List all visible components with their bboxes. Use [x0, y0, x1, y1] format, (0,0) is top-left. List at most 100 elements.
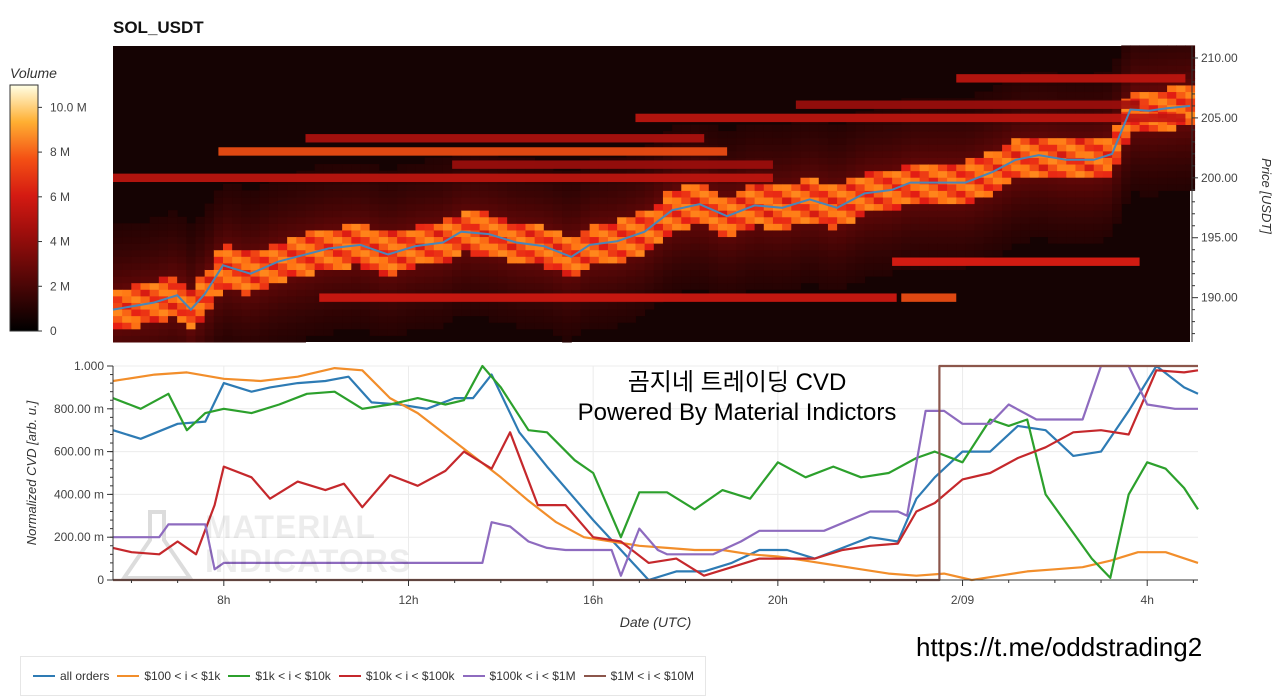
heatmap-cell: [149, 243, 160, 251]
heatmap-cell: [882, 137, 893, 145]
heatmap-cell: [1002, 157, 1012, 165]
heatmap-cell: [1084, 131, 1095, 139]
heatmap-cell: [351, 223, 361, 231]
heatmap-cell: [1112, 203, 1122, 211]
heatmap-cell: [947, 190, 957, 198]
heatmap-cell: [1020, 236, 1031, 244]
heatmap-cell: [268, 216, 279, 224]
heatmap-cell: [772, 262, 783, 270]
cvd-plot-area: [113, 366, 1198, 580]
heatmap-cell: [543, 203, 554, 211]
heatmap-cell: [800, 137, 811, 145]
heatmap-cell: [589, 190, 600, 198]
heatmap-cell: [534, 302, 545, 310]
heatmap-cell: [342, 262, 352, 270]
heatmap-cell: [497, 315, 508, 323]
heatmap-cell: [167, 269, 178, 277]
heatmap-cell: [1176, 183, 1186, 191]
heatmap-cell: [332, 183, 343, 191]
heatmap-cell: [892, 124, 902, 132]
legend-item[interactable]: $1k < i < $10k: [228, 669, 331, 683]
heatmap-cell: [488, 262, 499, 270]
heatmap-cell: [1157, 144, 1168, 152]
heatmap-cell: [928, 164, 939, 172]
heatmap-cell: [837, 164, 847, 172]
heatmap-cell: [580, 249, 591, 257]
heatmap-cell: [140, 223, 151, 231]
heatmap-cell: [1066, 84, 1076, 93]
heatmap-cell: [846, 249, 856, 257]
heatmap-cell: [131, 322, 141, 330]
heatmap-cell: [314, 256, 325, 264]
heatmap-cell: [1084, 137, 1095, 145]
legend-item[interactable]: $100k < i < $1M: [462, 669, 576, 683]
heatmap-cell: [983, 216, 994, 224]
heatmap-cell: [1148, 91, 1159, 99]
heatmap-cell: [763, 282, 774, 290]
legend-item[interactable]: $100 < i < $1k: [117, 669, 220, 683]
heatmap-cell: [928, 150, 939, 158]
heatmap-cell: [791, 131, 801, 139]
material-logo-line-2: INDICATORS: [205, 543, 412, 579]
heatmap-cell: [488, 183, 499, 191]
heatmap-cell: [213, 295, 224, 303]
heatmap-cell: [360, 223, 371, 231]
heatmap-cell: [1093, 131, 1104, 139]
heatmap-cell: [617, 196, 627, 205]
heatmap-cell: [232, 328, 242, 336]
heatmap-cell: [992, 210, 1003, 218]
heatmap-cell: [910, 203, 921, 211]
heatmap-cell: [809, 236, 820, 244]
heatmap-cell: [727, 150, 737, 158]
heatmap-cell: [140, 256, 151, 264]
heatmap-cell: [351, 164, 361, 172]
heatmap-cell: [873, 269, 884, 277]
heatmap-cell: [626, 216, 636, 224]
heatmap-cell: [552, 282, 563, 290]
heatmap-cell: [580, 289, 591, 297]
heatmap-cell: [947, 236, 957, 244]
heatmap-cell: [222, 216, 233, 224]
heatmap-cell: [1029, 137, 1040, 145]
legend-item[interactable]: all orders: [33, 669, 109, 683]
heatmap-cell: [580, 183, 591, 191]
heatmap-cell: [662, 262, 673, 270]
heatmap-cell: [607, 203, 618, 211]
heatmap-cell: [837, 276, 847, 284]
heatmap-cell: [598, 276, 609, 284]
heatmap-cell: [1066, 203, 1076, 211]
heatmap-cell: [195, 236, 206, 244]
heatmap-cell: [149, 262, 160, 270]
heatmap-cell: [827, 243, 838, 251]
heatmap-cell: [149, 236, 160, 244]
heatmap-cell: [791, 190, 801, 198]
heatmap-cell: [186, 229, 196, 238]
heatmap-cell: [772, 276, 783, 284]
heatmap-cell: [837, 282, 847, 290]
heatmap-cell: [928, 243, 939, 251]
heatmap-cell: [250, 236, 261, 244]
heatmap-cell: [287, 302, 297, 310]
heatmap-cell: [992, 84, 1003, 93]
heatmap-cell: [653, 203, 664, 211]
legend-item[interactable]: $10k < i < $100k: [338, 669, 455, 683]
heatmap-cell: [305, 236, 316, 244]
heatmap-cell: [1020, 177, 1031, 185]
heatmap-cell: [360, 190, 371, 198]
heatmap-cell: [232, 229, 242, 238]
heatmap-cell: [442, 229, 453, 238]
heatmap-cell: [204, 203, 215, 211]
heatmap-cell: [167, 309, 178, 317]
telegram-link[interactable]: https://t.me/oddstrading2: [916, 632, 1203, 662]
heatmap-cell: [167, 216, 178, 224]
heatmap-cell: [543, 196, 554, 205]
legend-item[interactable]: $1M < i < $10M: [583, 669, 694, 683]
heatmap-cell: [158, 282, 169, 290]
heatmap-cell: [1084, 150, 1095, 158]
heatmap-cell: [1002, 203, 1012, 211]
heatmap-cell: [672, 289, 682, 297]
heatmap-cell: [653, 210, 664, 218]
heatmap-cell: [956, 137, 966, 145]
heatmap-cell: [974, 229, 985, 238]
heatmap-cell: [1029, 131, 1040, 139]
